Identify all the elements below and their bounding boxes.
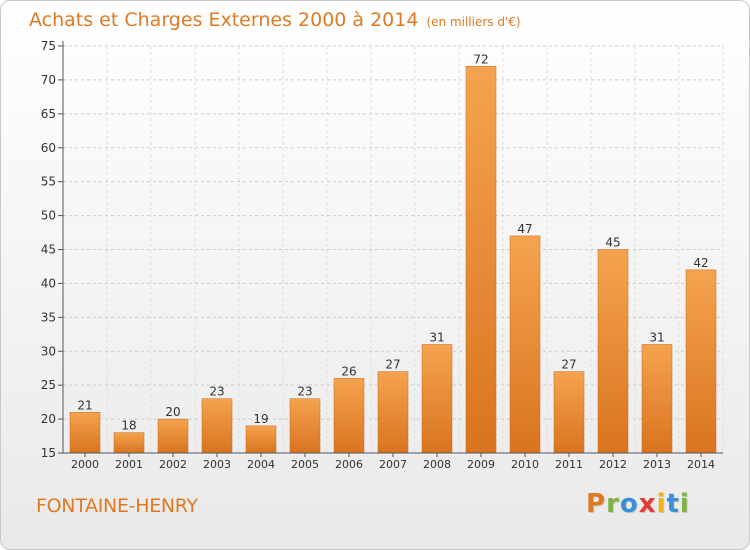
- y-tick-label: 25: [41, 378, 56, 392]
- bar-value-label: 26: [341, 364, 356, 378]
- y-tick-label: 30: [41, 344, 56, 358]
- bar-2012: [597, 249, 629, 454]
- y-tick-label: 20: [41, 412, 56, 426]
- x-tick-label: 2009: [467, 458, 495, 471]
- x-tick-label: 2007: [379, 458, 407, 471]
- logo-letter: t: [666, 489, 680, 519]
- bar-2001: [113, 432, 145, 454]
- bar-value-label: 72: [473, 52, 488, 66]
- y-tick-label: 60: [41, 141, 56, 155]
- bar-2002: [157, 418, 189, 454]
- bar-2006: [333, 378, 365, 454]
- logo-letter: o: [619, 489, 639, 519]
- y-tick-label: 50: [41, 209, 56, 223]
- bar-value-label: 20: [165, 405, 180, 419]
- y-tick-label: 45: [41, 243, 56, 257]
- x-tick-label: 2003: [203, 458, 231, 471]
- x-tick-label: 2014: [687, 458, 715, 471]
- bar-2000: [69, 412, 101, 454]
- y-tick-label: 65: [41, 107, 56, 121]
- y-tick-label: 70: [41, 73, 56, 87]
- bar-2005: [289, 398, 321, 454]
- y-tick-label: 15: [41, 446, 56, 460]
- bar-value-label: 19: [253, 412, 268, 426]
- bar-value-label: 47: [517, 222, 532, 236]
- x-tick-label: 2010: [511, 458, 539, 471]
- bar-2009: [465, 66, 497, 454]
- bar-value-label: 27: [561, 358, 576, 372]
- x-tick-label: 2006: [335, 458, 363, 471]
- proxiti-logo: Proxiti: [586, 489, 690, 519]
- y-tick-label: 35: [41, 310, 56, 324]
- x-tick-label: 2011: [555, 458, 583, 471]
- bar-2003: [201, 398, 233, 454]
- x-tick-label: 2000: [71, 458, 99, 471]
- x-tick-label: 2004: [247, 458, 275, 471]
- bar-value-label: 42: [693, 256, 708, 270]
- bar-value-label: 31: [429, 330, 444, 344]
- bar-value-label: 18: [121, 419, 136, 433]
- commune-name: FONTAINE-HENRY: [36, 495, 198, 517]
- x-tick-label: 2001: [115, 458, 143, 471]
- x-tick-label: 2008: [423, 458, 451, 471]
- bar-2007: [377, 371, 409, 454]
- y-tick-label: 75: [41, 39, 56, 53]
- bar-value-label: 21: [77, 398, 92, 412]
- bar-2010: [509, 235, 541, 454]
- bar-2013: [641, 344, 673, 454]
- logo-letter: x: [638, 489, 657, 519]
- chart-subtitle: (en milliers d'€): [426, 15, 521, 29]
- y-tick-label: 40: [41, 276, 56, 290]
- chart-title: Achats et Charges Externes 2000 à 2014 (e…: [29, 9, 521, 31]
- bar-value-label: 23: [209, 385, 224, 399]
- bar-2014: [685, 269, 717, 454]
- y-tick-label: 55: [41, 175, 56, 189]
- bar-value-label: 23: [297, 385, 312, 399]
- x-tick-label: 2002: [159, 458, 187, 471]
- logo-letter: i: [656, 489, 667, 519]
- logo-letter: r: [606, 489, 620, 519]
- x-tick-label: 2005: [291, 458, 319, 471]
- bar-2008: [421, 344, 453, 454]
- chart-title-text: Achats et Charges Externes 2000 à 2014: [29, 9, 419, 31]
- x-tick-label: 2012: [599, 458, 627, 471]
- bar-2011: [553, 371, 585, 454]
- bar-value-label: 45: [605, 236, 620, 250]
- bar-value-label: 31: [649, 330, 664, 344]
- x-tick-label: 2013: [643, 458, 671, 471]
- bar-2004: [245, 425, 277, 454]
- logo-letter: i: [679, 489, 690, 519]
- bar-value-label: 27: [385, 358, 400, 372]
- logo-letter: P: [586, 489, 607, 519]
